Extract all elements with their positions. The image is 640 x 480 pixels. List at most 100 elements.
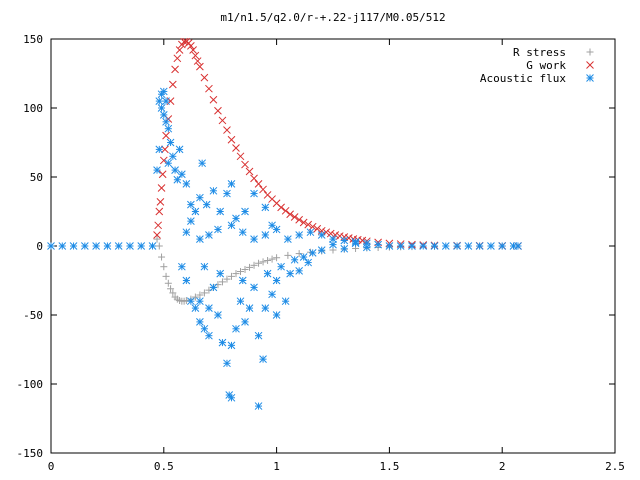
data-point — [182, 297, 190, 305]
data-point — [189, 46, 197, 54]
data-point — [227, 135, 236, 144]
data-point — [162, 117, 170, 126]
data-point — [259, 355, 267, 364]
data-point — [232, 214, 240, 223]
data-point — [200, 324, 209, 333]
data-point — [306, 228, 315, 237]
data-point — [164, 279, 172, 287]
data-point — [317, 246, 326, 254]
legend-marker — [586, 74, 594, 82]
data-point — [261, 203, 270, 212]
data-point — [241, 265, 249, 273]
data-point — [245, 167, 254, 176]
data-point — [223, 189, 231, 198]
data-point — [148, 242, 157, 250]
data-point — [205, 304, 213, 312]
data-point — [487, 242, 495, 250]
data-point — [205, 84, 213, 93]
data-point — [299, 218, 308, 227]
data-point — [200, 262, 209, 271]
data-point — [281, 297, 290, 306]
data-point — [272, 311, 281, 319]
legend-label: R stress — [513, 46, 566, 59]
data-point — [177, 170, 186, 179]
data-point — [313, 224, 322, 233]
data-point — [340, 244, 349, 253]
data-point — [250, 283, 258, 292]
data-point — [162, 131, 170, 140]
data-point — [261, 304, 270, 312]
data-point — [191, 51, 200, 60]
data-point — [159, 87, 168, 96]
data-point — [250, 261, 258, 269]
data-point — [362, 243, 371, 252]
data-point — [171, 65, 179, 74]
data-point — [155, 145, 164, 154]
x-tick-label: 1.5 — [379, 460, 399, 473]
legend-label: Acoustic flux — [480, 72, 566, 85]
legend-label: G work — [526, 59, 566, 72]
data-point — [202, 200, 211, 209]
data-point — [329, 235, 337, 243]
data-point — [153, 235, 161, 243]
data-point — [295, 250, 303, 258]
data-point — [209, 186, 218, 195]
data-point — [264, 256, 272, 264]
x-tick-label: 2 — [499, 460, 506, 473]
data-point — [441, 242, 450, 250]
data-point — [241, 207, 249, 216]
data-point — [250, 174, 258, 183]
data-point — [263, 269, 272, 278]
data-point — [167, 285, 175, 293]
data-point — [453, 242, 461, 250]
data-point — [182, 180, 191, 188]
data-point — [158, 253, 166, 261]
data-point — [47, 242, 55, 250]
data-point — [187, 217, 195, 226]
data-point — [216, 207, 225, 216]
data-point — [498, 242, 507, 250]
data-point — [284, 235, 292, 243]
legend-marker — [586, 48, 594, 56]
data-point — [196, 235, 204, 243]
data-point — [430, 242, 439, 250]
data-point — [154, 221, 163, 230]
data-point — [232, 324, 240, 333]
data-point — [232, 270, 240, 278]
data-point — [187, 42, 195, 50]
data-point — [168, 80, 177, 89]
data-point — [254, 402, 263, 410]
data-point — [351, 239, 360, 248]
y-tick-label: 100 — [23, 102, 43, 115]
data-point — [277, 262, 285, 271]
data-point — [193, 57, 202, 65]
y-tick-label: -150 — [17, 447, 44, 460]
x-tick-label: 0 — [48, 460, 55, 473]
data-point — [272, 276, 281, 285]
data-point — [284, 251, 292, 259]
data-point — [191, 293, 199, 301]
data-point — [304, 258, 313, 267]
data-point — [241, 160, 249, 169]
data-point — [259, 185, 267, 194]
data-point — [268, 255, 276, 263]
data-point — [161, 145, 169, 154]
data-point — [103, 242, 112, 250]
data-point — [232, 144, 240, 152]
data-point — [216, 269, 225, 278]
data-point — [58, 242, 67, 250]
data-point — [250, 189, 258, 198]
data-point — [155, 242, 163, 250]
data-point — [196, 62, 204, 71]
data-point — [295, 231, 304, 239]
data-point — [227, 180, 236, 188]
y-tick-label: 0 — [36, 240, 43, 253]
data-point — [238, 276, 247, 285]
data-point — [227, 272, 235, 280]
data-point — [246, 263, 254, 271]
data-point — [137, 242, 146, 250]
data-point — [214, 225, 222, 234]
data-point — [173, 175, 182, 184]
data-point — [254, 180, 263, 188]
data-point — [187, 297, 195, 306]
